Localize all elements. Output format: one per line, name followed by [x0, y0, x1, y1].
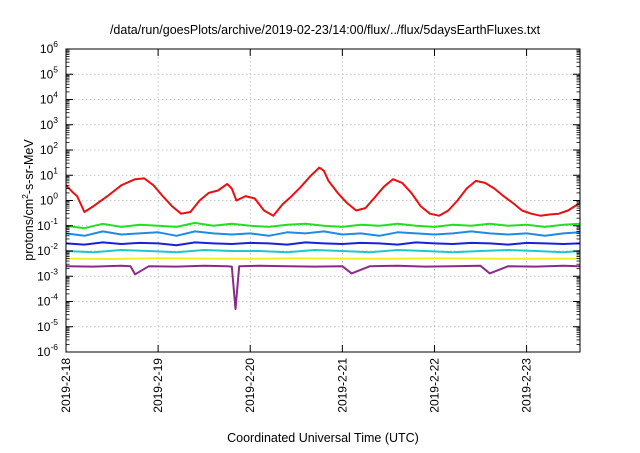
grid — [66, 49, 580, 352]
x-axis-label: Coordinated Universal Time (UTC) — [227, 431, 419, 445]
y-tick-label: 10-3 — [37, 266, 58, 283]
y-tick-label: 102 — [40, 140, 58, 157]
y-axis-label-sup: 2 — [20, 194, 30, 199]
y-tick-label: 106 — [40, 39, 58, 56]
y-tick-label: 10-2 — [37, 241, 58, 258]
x-tick-label: 2019-2-22 — [427, 358, 441, 413]
series-line — [65, 264, 581, 311]
y-tick-label: 10-1 — [37, 216, 58, 233]
y-tick-label: 101 — [40, 165, 58, 182]
x-tick-label: 2019-2-20 — [243, 358, 257, 413]
y-tick-label: 10-4 — [37, 292, 58, 309]
x-axis: 2019-2-18 2019-2-19 2019-2-20 2019-2-21 2019… — [59, 49, 534, 413]
y-tick-label: 105 — [40, 64, 58, 81]
x-tick-label: 2019-2-23 — [520, 358, 534, 413]
y-axis-label-rest: -s-sr-MeV — [22, 139, 36, 195]
x-tick-label: 2019-2-18 — [59, 358, 73, 413]
y-tick-label: 104 — [40, 90, 58, 107]
y-axis-label-group: protons/cm2-s-sr-MeV — [20, 139, 36, 261]
x-tick-label: 2019-2-19 — [151, 358, 165, 413]
series-line — [65, 257, 581, 260]
x-tick-label: 2019-2-21 — [335, 358, 349, 413]
series-lines — [65, 166, 581, 311]
chart-title: /data/run/goesPlots/archive/2019-02-23/1… — [110, 23, 541, 37]
series-line — [65, 221, 581, 230]
y-tick-label: 100 — [40, 191, 58, 208]
series-line — [65, 241, 581, 247]
series-line — [65, 166, 581, 217]
series-line — [65, 249, 581, 254]
y-axis-label: protons/cm2-s-sr-MeV — [20, 139, 36, 261]
y-tick-label: 10-6 — [37, 342, 58, 359]
y-tick-label: 10-5 — [37, 317, 58, 334]
y-axis-label-base: protons/cm — [22, 199, 36, 261]
y-tick-label: 103 — [40, 115, 58, 132]
y-axis: 10-6 10-5 10-4 10-3 10-2 10-1 100 101 102 103 104 1… — [37, 39, 580, 359]
series-line — [65, 230, 581, 237]
